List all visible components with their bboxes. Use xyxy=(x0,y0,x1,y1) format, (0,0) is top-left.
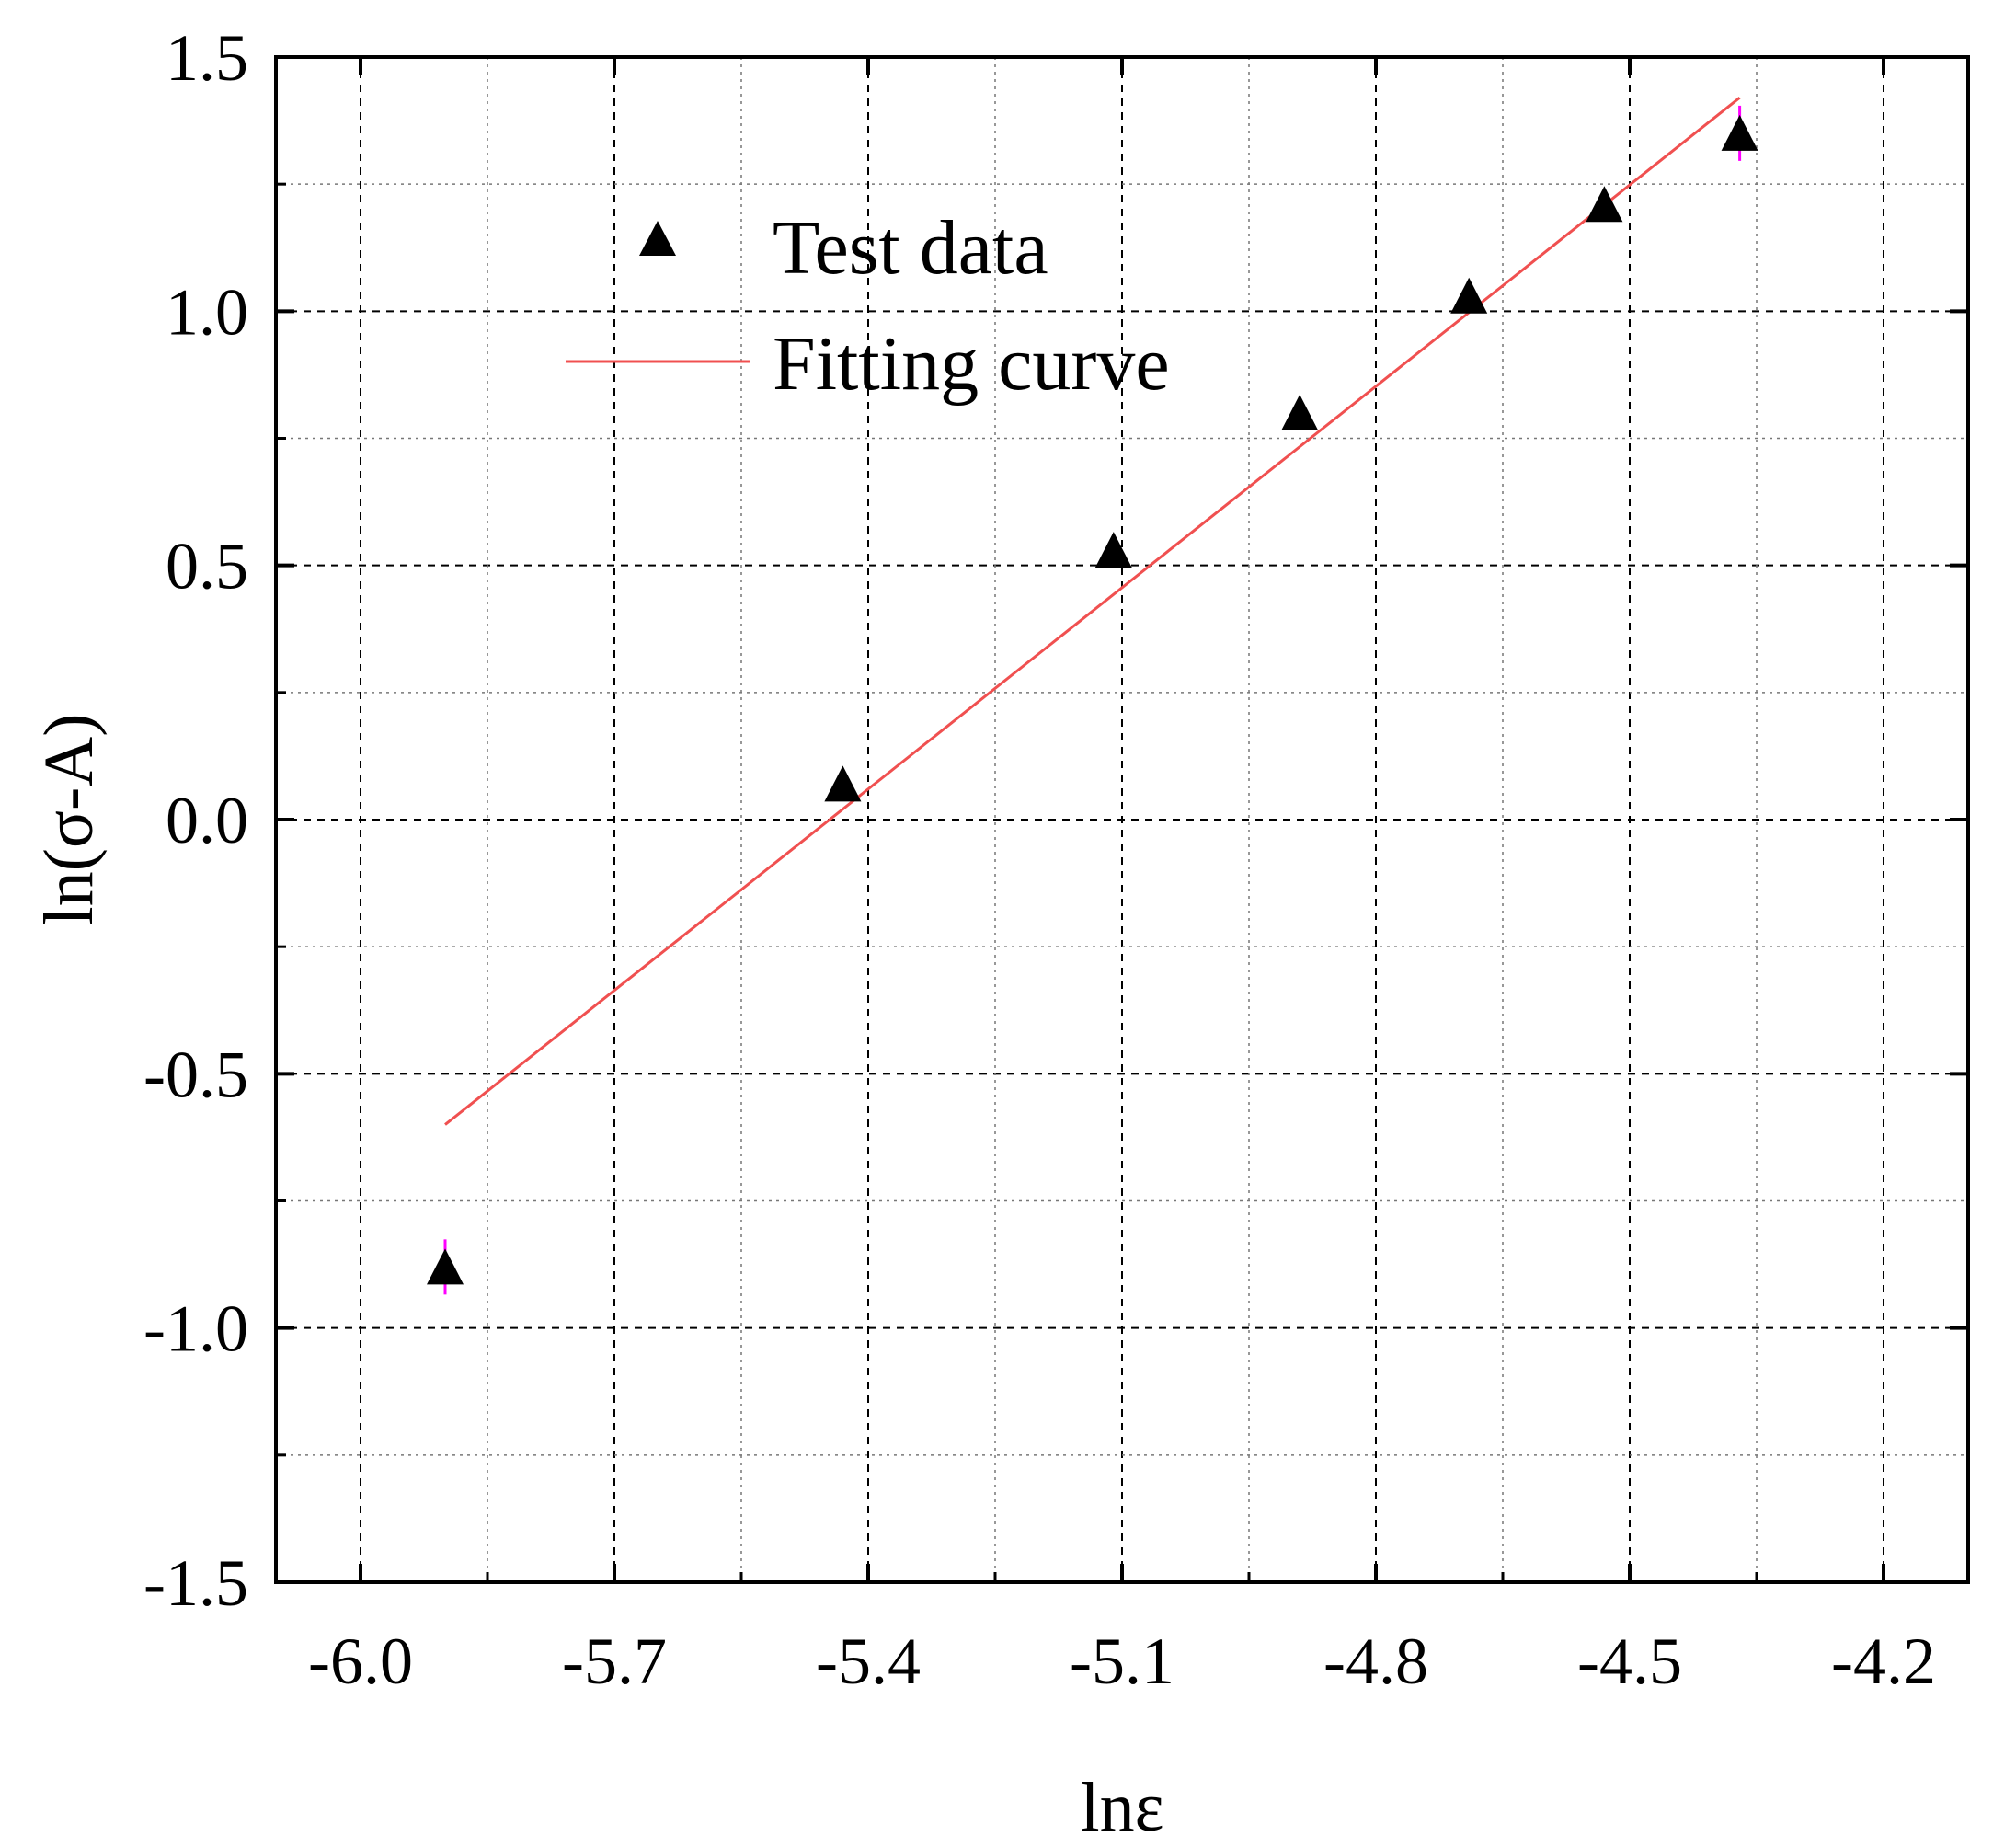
tick-layer xyxy=(276,55,1968,1584)
grid-layer xyxy=(276,56,1968,1583)
x-tick-labels: -6.0 -5.7 -5.4 -5.1 -4.8 -4.5 -4.2 xyxy=(308,1624,1936,1698)
legend-label-test-data: Test data xyxy=(773,205,1048,291)
y-axis-label: ln(σ-A) xyxy=(30,714,108,926)
x-tick-label: -5.7 xyxy=(562,1624,667,1698)
test-data-point xyxy=(824,765,862,802)
legend-triangle-marker xyxy=(639,221,676,256)
test-data-point xyxy=(1094,532,1132,568)
y-tick-label: 0.5 xyxy=(166,530,248,603)
x-tick-label: -6.0 xyxy=(308,1624,413,1698)
legend-label-fitting-curve: Fitting curve xyxy=(773,321,1170,407)
test-data-point xyxy=(1281,394,1319,430)
test-data-point xyxy=(427,1248,464,1285)
x-tick-label: -4.5 xyxy=(1577,1624,1682,1698)
x-axis-label: lnε xyxy=(1080,1769,1163,1846)
y-tick-label: -0.5 xyxy=(143,1038,248,1111)
y-tick-labels: -1.5 -1.0 -0.5 0.0 0.5 1.0 1.5 xyxy=(143,21,248,1620)
x-tick-label: -5.1 xyxy=(1070,1624,1174,1698)
test-data-point xyxy=(1450,277,1488,314)
legend: Test data Fitting curve xyxy=(566,205,1170,407)
test-data-point xyxy=(1586,186,1623,223)
minor-grid-layer xyxy=(276,57,1968,1582)
test-data-point xyxy=(1721,114,1758,151)
x-tick-label: -4.2 xyxy=(1831,1624,1936,1698)
series-layer xyxy=(427,97,1758,1295)
x-tick-label: -5.4 xyxy=(816,1624,921,1698)
y-tick-label: 1.5 xyxy=(166,21,248,95)
x-tick-label: -4.8 xyxy=(1323,1624,1428,1698)
y-tick-label: 0.0 xyxy=(166,784,248,857)
y-tick-label: 1.0 xyxy=(166,275,248,349)
fitting-curve-line xyxy=(444,97,1741,1126)
y-tick-label: -1.5 xyxy=(143,1546,248,1620)
y-tick-label: -1.0 xyxy=(143,1292,248,1366)
